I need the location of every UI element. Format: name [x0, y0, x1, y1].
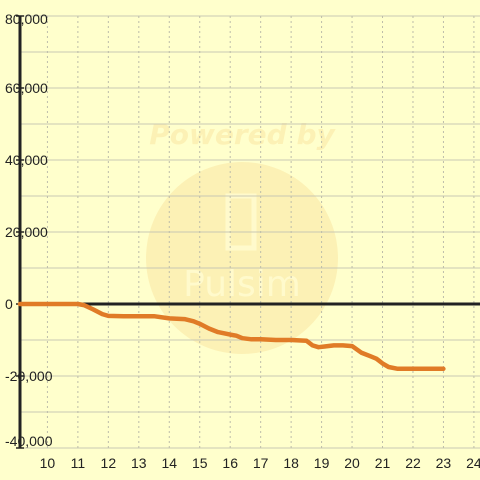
series-line-0: [17, 301, 446, 372]
series-group: [17, 301, 446, 372]
watermark-logo: Powered by Pulsim: [146, 118, 338, 354]
y-tick-label: 80,000: [5, 11, 48, 27]
x-tick-label: 11: [71, 455, 86, 471]
y-tick-label: 60,000: [5, 80, 48, 96]
y-tick-label: 40,000: [5, 152, 48, 168]
x-tick-label: 16: [222, 455, 238, 471]
watermark-line2: Pulsim: [183, 264, 301, 305]
x-tick-label: 15: [192, 455, 208, 471]
y-tick-label: -20,000: [5, 368, 53, 384]
x-tick-label: 12: [101, 455, 117, 471]
x-tick-label: 17: [253, 455, 269, 471]
grid: [20, 15, 480, 449]
y-tick-label: 0: [5, 296, 13, 312]
y-tick-label: 20,000: [5, 224, 48, 240]
x-tick-label: 20: [344, 455, 360, 471]
x-tick-label: 22: [405, 455, 421, 471]
x-tick-label: 14: [161, 455, 177, 471]
y-tick-label: -40,000: [5, 433, 53, 449]
x-tick-label: 19: [314, 455, 330, 471]
x-tick-label: 23: [436, 455, 452, 471]
x-tick-label: 21: [375, 455, 391, 471]
watermark-line1: Powered by: [149, 118, 336, 151]
watermark-circle: [146, 162, 338, 354]
axes: [16, 15, 480, 449]
x-tick-label: 10: [40, 455, 56, 471]
x-tick-label: 13: [131, 455, 147, 471]
x-tick-label: 24: [466, 455, 480, 471]
tick-labels: -40,000 -20,000 0 20,000 40,000 60,000 80,000 1…: [5, 11, 480, 471]
x-tick-label: 18: [283, 455, 299, 471]
